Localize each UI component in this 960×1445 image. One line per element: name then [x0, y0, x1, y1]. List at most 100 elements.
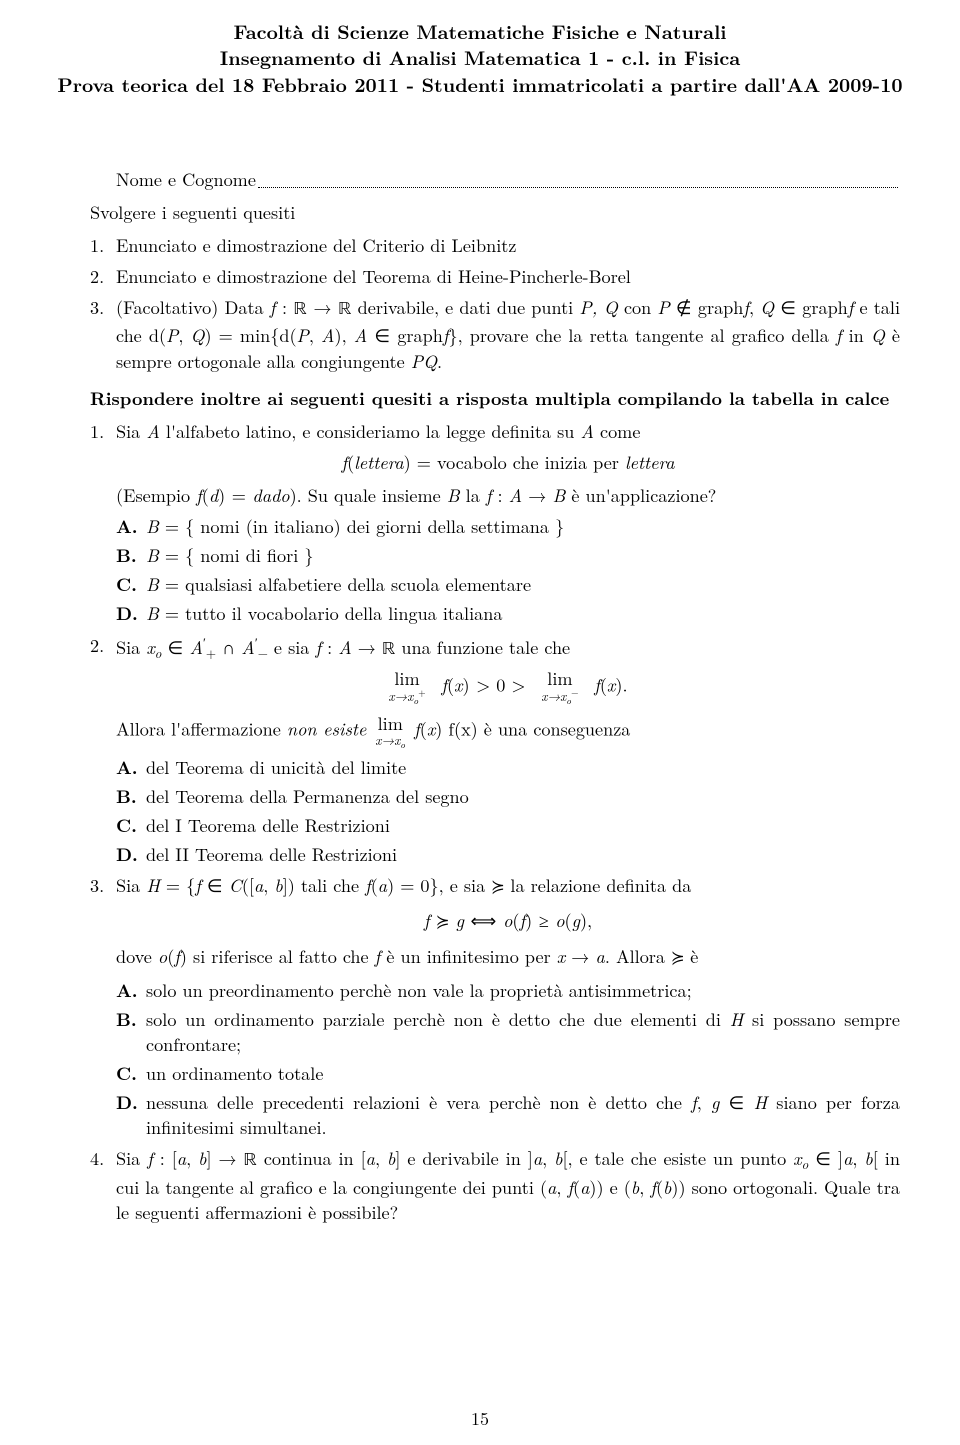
mc4-m2: [a, b]	[361, 1145, 401, 1171]
option-letter: D.	[116, 842, 138, 867]
mc2-opt-b: B.del Teorema della Permanenza del segno	[116, 784, 900, 809]
t3-b: con	[618, 294, 658, 320]
t3-g: .	[437, 348, 442, 374]
option-letter: C.	[116, 572, 137, 597]
option-letter: C.	[116, 813, 137, 838]
item-number: 4.	[90, 1146, 104, 1171]
mc3-dove-a: dove	[116, 943, 158, 969]
mc1-es-m3: f : A → B	[486, 482, 565, 508]
lim-inline: lim x→xo	[375, 714, 405, 749]
mc3-optA: solo un preordinamento perchè non vale l…	[146, 977, 692, 1003]
theory-item-1: 1. Enunciato e dimostrazione del Criteri…	[90, 233, 900, 258]
mc3-opt-a: A.solo un preordinamento perchè non vale…	[116, 978, 900, 1003]
mc1-es-a: (Esempio	[116, 482, 196, 508]
mc2-centered: lim x→xo+ f(x) > 0 > lim x→xo− f(x).	[116, 669, 900, 706]
mc1-opt-a: A.B = { nomi (in italiano) dei giorni de…	[116, 514, 900, 539]
t3-d: , provare che la retta tangente al grafi…	[458, 322, 836, 348]
page-header: Facoltà di Scienze Matematiche Fisiche e…	[30, 18, 930, 97]
mc1-opt-b: B.B = { nomi di fiori }	[116, 543, 900, 568]
mc2-m1: xo ∈ A′+ ∩ A′−	[146, 634, 268, 660]
mc4-m3: ]a, b[	[528, 1145, 568, 1171]
mc1-optC-rest: qualsiasi alfabetiere della scuola eleme…	[185, 571, 531, 597]
option-letter: B.	[116, 784, 137, 809]
mc1-opt-c: C.B = qualsiasi alfabetiere della scuola…	[116, 572, 900, 597]
option-letter: D.	[116, 601, 138, 626]
mc4-a: Sia	[116, 1145, 147, 1171]
mc1-optB-rest: nomi di fiori	[200, 542, 298, 568]
exam-page: Facoltà di Scienze Matematiche Fisiche e…	[0, 0, 960, 1445]
mc3-dove-c: è un infinitesimo per	[380, 943, 556, 969]
mc1-intro-b: l'alfabeto latino, e consideriamo la leg…	[160, 418, 581, 444]
mc3-dove: dove o(f) si riferisce al fatto che f è …	[116, 944, 900, 972]
mc1-m2: A	[580, 419, 594, 444]
mc2-intro-c: una funzione tale che	[395, 634, 570, 660]
mc4-m5: (a, f(a))	[540, 1174, 604, 1200]
t3-prefix: (Facoltativo) Data	[116, 294, 270, 320]
mc-list: 1. Sia A l'alfabeto latino, e consideria…	[90, 419, 900, 1225]
mc3-options: A.solo un preordinamento perchè non vale…	[116, 978, 900, 1141]
mc3-opt-d: D. nessuna delle precedenti relazioni è v…	[116, 1090, 900, 1140]
mc3-intro-b: , e sia ≽ la relazione definita da	[439, 872, 692, 898]
rispondere-heading: Rispondere inoltre ai seguenti quesiti a…	[90, 386, 900, 411]
item-number: 3.	[90, 873, 104, 898]
item-number: 1.	[90, 419, 104, 444]
theory-item-2: 2. Enunciato e dimostrazione del Teorema…	[90, 264, 900, 289]
item-number: 3.	[90, 295, 104, 320]
mc2-intro-b: e sia	[268, 634, 316, 660]
mc2-allora-b: f(x) è una conseguenza	[442, 715, 630, 741]
mc1-m1: A	[146, 419, 160, 444]
mc2-opt-d: D.del II Teorema delle Restrizioni	[116, 842, 900, 867]
mc4-m6: (b, f(b))	[624, 1174, 686, 1200]
t3-m3: P ∉ graphf, Q ∈ graphf	[657, 294, 853, 320]
mc1-centered: f(lettera) = vocabolo che inizia per let…	[116, 450, 900, 475]
mc4-m4: xo ∈ ]a, b[	[793, 1145, 878, 1171]
mc-item-2: 2. Sia xo ∈ A′+ ∩ A′− e sia f : A → ℝ un…	[90, 633, 900, 868]
mc3-dove-b: si riferisce al fatto che	[187, 943, 375, 969]
t3-a: derivabile, e dati due punti	[352, 294, 580, 320]
option-letter: A.	[116, 755, 138, 780]
mc3-dove-m1: o(f)	[158, 943, 187, 969]
mc4-d: , e tale che esiste un punto	[568, 1145, 794, 1171]
mc2-allora-a: Allora l'affermazione	[116, 715, 287, 741]
mc1-es-m1: f(d) = dado	[196, 483, 289, 508]
mc1-es-m2: B	[447, 483, 460, 508]
mc1-esempio: (Esempio f(d) = dado). Su quale insieme …	[116, 483, 900, 508]
mc3-dove-d: . Allora ≽ è	[605, 943, 699, 969]
mc3-optD: nessuna delle precedenti relazioni è ver…	[146, 1089, 900, 1140]
t3-m1: f : ℝ → ℝ	[270, 295, 352, 320]
mc4-m1: f : [a, b] → ℝ	[147, 1145, 257, 1171]
option-letter: B.	[116, 543, 137, 568]
item-number: 2.	[90, 264, 104, 289]
mc1-es-d: è un'applicazione?	[565, 482, 716, 508]
mc4-f: e	[604, 1174, 624, 1200]
mc1-options: A.B = { nomi (in italiano) dei giorni de…	[116, 514, 900, 626]
mc3-opt-b: B.solo un ordinamento parziale perchè no…	[116, 1007, 900, 1057]
mc2-intro-a: Sia	[116, 634, 146, 660]
mc3-m1: H = {f ∈ C([a, b]) tali che f(a) = 0}	[146, 872, 438, 898]
lim-right: lim x→xo−	[541, 669, 578, 706]
name-line: Nome e Cognome	[116, 167, 900, 192]
header-line-2: Insegnamento di Analisi Matematica 1 - c…	[30, 44, 930, 70]
mc3-intro-a: Sia	[116, 872, 146, 898]
mc2-opt-c: C.del I Teorema delle Restrizioni	[116, 813, 900, 838]
mc1-es-b: ). Su quale insieme	[290, 482, 447, 508]
name-dotted-line	[258, 187, 898, 188]
t3-m6: Q	[871, 323, 885, 348]
t3-m4: d(P, Q) = min{d(P, A), A ∈ graphf}	[149, 322, 458, 348]
body: Nome e Cognome Svolgere i seguenti quesi…	[30, 167, 930, 1225]
mc1-intro-a: Sia	[116, 418, 146, 444]
theory-item-1-text: Enunciato e dimostrazione del Criterio d…	[116, 232, 516, 258]
mc2-m2: f : A → ℝ	[315, 634, 395, 660]
t3-m2: P, Q	[579, 295, 617, 320]
mc1-intro-c: come	[594, 418, 640, 444]
mc3-dove-m3: x → a	[557, 943, 605, 969]
header-line-1: Facoltà di Scienze Matematiche Fisiche e…	[30, 18, 930, 44]
header-line-3: Prova teorica del 18 Febbraio 2011 - Stu…	[30, 71, 930, 97]
mc2-options: A.del Teorema di unicità del limite B.de…	[116, 755, 900, 867]
mc1-es-c: la	[460, 482, 486, 508]
svolgere-label: Svolgere i seguenti quesiti	[90, 200, 900, 225]
mc-item-3: 3. Sia H = {f ∈ C([a, b]) tali che f(a) …	[90, 873, 900, 1140]
mc1-optA-rest: nomi (in italiano) dei giorni della sett…	[200, 513, 549, 539]
name-label: Nome e Cognome	[116, 166, 256, 192]
option-letter: D.	[116, 1090, 138, 1115]
